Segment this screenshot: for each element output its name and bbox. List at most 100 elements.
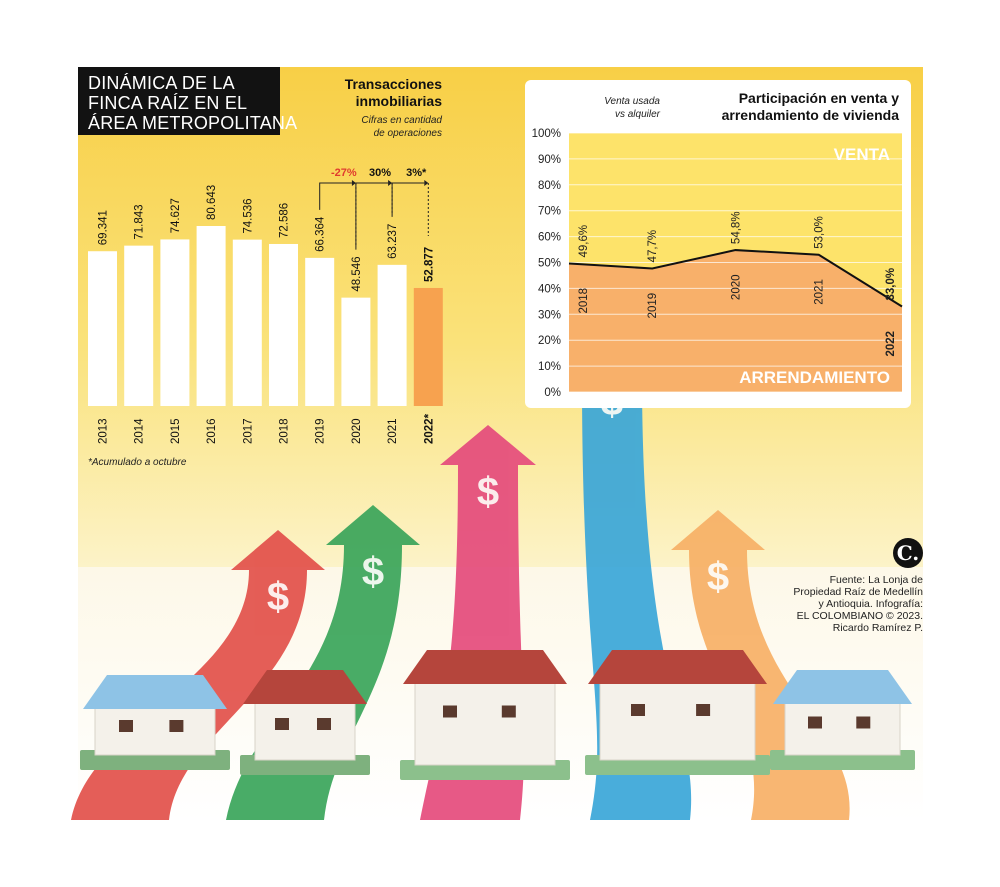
house-wall: [784, 699, 901, 756]
house-window: [696, 704, 711, 716]
y-tick-label: 60%: [538, 232, 561, 244]
bar-category-label: 2016: [206, 418, 218, 444]
house-window: [501, 705, 516, 718]
bar-2019: [305, 257, 335, 406]
area-value-label: 49,6%: [578, 225, 590, 258]
transactions-chart-title: Transacciones inmobiliarias: [345, 76, 442, 110]
y-tick-label: 40%: [538, 283, 561, 295]
bar-2022: [413, 287, 443, 406]
source-line-3: y Antioquia. Infografía:: [818, 598, 924, 610]
source-credits: Fuente: La Lonja de Propiedad Raíz de Me…: [793, 574, 923, 634]
transactions-subtitle-line-2: de operaciones: [373, 128, 442, 139]
area-value-label: 54,8%: [731, 211, 743, 244]
houses-illustration: [80, 650, 915, 780]
area-year-label: 2018: [578, 288, 590, 314]
house-3: [400, 650, 570, 780]
participation-title-line-2: arrendamiento de vivienda: [721, 107, 899, 123]
y-tick-label: 20%: [538, 335, 561, 347]
growth-annotations: -27% 30% 3%*: [319, 167, 429, 250]
bar-2015: [160, 239, 190, 406]
bar-category-label: 2014: [134, 418, 146, 444]
bar-2018: [269, 243, 298, 406]
bar-category-label: 2018: [279, 418, 291, 444]
y-tick-label: 30%: [538, 309, 561, 321]
area-year-label: 2020: [731, 274, 743, 300]
area-value-label: 33,0%: [885, 268, 897, 301]
title-line-2: FINCA RAÍZ EN EL: [88, 93, 248, 113]
title-line-3: ÁREA METROPOLITANA: [88, 113, 298, 133]
bar-value-label: 69.341: [98, 210, 110, 245]
bar-value-label: 63.237: [387, 224, 399, 259]
house-window: [275, 718, 289, 730]
house-window: [443, 705, 457, 718]
y-tick-label: 50%: [538, 258, 561, 270]
series-label-arrendamiento: ARRENDAMIENTO: [739, 368, 890, 387]
house-window: [631, 704, 645, 716]
house-4: [585, 650, 770, 775]
bar-category-label: 2019: [315, 418, 327, 444]
y-tick-label: 10%: [538, 361, 561, 373]
house-wall: [254, 699, 356, 761]
area-value-label: 47,7%: [647, 230, 659, 263]
bar-category-label: 2020: [351, 418, 363, 444]
bar-2020: [341, 297, 371, 406]
participation-subtitle-line-2: vs alquiler: [614, 109, 660, 120]
house-roof: [243, 670, 367, 704]
transactions-chart-subtitle: Cifras en cantidad de operaciones: [361, 114, 442, 140]
source-line-1: Fuente: La Lonja de: [829, 574, 923, 586]
house-window: [808, 716, 822, 729]
title-line-1: DINÁMICA DE LA: [88, 73, 235, 93]
transactions-title-line-1: Transacciones: [344, 76, 442, 92]
bar-value-label: 74.536: [242, 198, 254, 233]
dollar-sign-icon: $: [362, 550, 384, 594]
house-wall: [94, 704, 216, 756]
house-5: [770, 670, 915, 770]
infographic-title: DINÁMICA DE LA FINCA RAÍZ EN EL ÁREA MET…: [78, 67, 298, 135]
dollar-sign-icon: $: [707, 555, 729, 599]
area-year-label: 2021: [814, 279, 826, 305]
house-roof: [83, 675, 227, 709]
bar-value-label: 80.643: [206, 185, 218, 220]
source-line-4: EL COLOMBIANO © 2023.: [796, 610, 923, 622]
annotation-connector: [391, 182, 425, 217]
area-year-label: 2022: [885, 331, 897, 357]
participation-chart-subtitle: Venta usada vs alquiler: [598, 95, 660, 121]
house-window: [317, 718, 331, 730]
house-wall: [599, 679, 756, 761]
house-wall: [414, 679, 556, 766]
bar-category-label: 2015: [170, 418, 182, 444]
bar-2014: [124, 245, 154, 406]
transactions-footnote: *Acumulado a octubre: [88, 457, 187, 468]
bar-value-label: 72.586: [279, 203, 291, 238]
transactions-subtitle-line-1: Cifras en cantidad: [361, 115, 442, 126]
series-label-venta: VENTA: [834, 145, 890, 164]
transactions-title-line-2: inmobiliarias: [355, 93, 442, 109]
annotation-label: 3%*: [406, 167, 427, 179]
arrendamiento-line: [568, 249, 903, 308]
house-roof: [403, 650, 567, 684]
participation-chart-title: Participación en venta y arrendamiento d…: [722, 90, 899, 124]
bar-2013: [88, 251, 117, 406]
bar-value-label: 71.843: [134, 204, 146, 239]
bar-value-label: 48.546: [351, 256, 363, 291]
dollar-sign-icon: $: [267, 575, 289, 619]
bar-value-label: 66.364: [315, 216, 327, 252]
el-colombiano-logo: C.: [893, 538, 923, 568]
source-line-5: Ricardo Ramírez P.: [832, 622, 923, 634]
area-year-label: 2019: [647, 293, 659, 319]
annotation-connector: [319, 182, 352, 210]
y-tick-label: 0%: [544, 387, 561, 399]
house-2: [240, 670, 370, 775]
annotation-label: -27%: [331, 167, 357, 179]
y-tick-label: 100%: [532, 128, 561, 140]
source-line-2: Propiedad Raíz de Medellín: [793, 586, 923, 598]
bar-category-label: 2013: [98, 418, 110, 444]
bar-2016: [196, 226, 226, 406]
y-tick-label: 90%: [538, 154, 561, 166]
house-window: [119, 720, 133, 732]
bar-category-label: 2017: [242, 418, 254, 444]
participation-subtitle-line-1: Venta usada: [604, 96, 660, 107]
annotation-label: 30%: [369, 167, 391, 179]
transactions-bar-chart: 69.341 2013 71.843 2014 74.627 2015 80.643 2016…: [88, 185, 443, 444]
